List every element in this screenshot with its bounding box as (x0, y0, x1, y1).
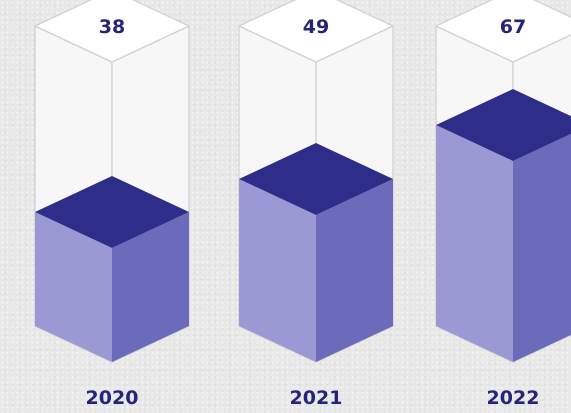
labels: 38 2020 49 2021 67 2022 (86, 16, 540, 409)
bar-2021 (239, 143, 393, 362)
value-label: 38 (99, 16, 125, 38)
bar-right-face (112, 212, 189, 362)
bar-2020 (35, 176, 189, 362)
bar-left-face (35, 212, 112, 362)
bar-2022 (436, 89, 571, 362)
category-label: 2020 (86, 387, 139, 409)
bar-left-face (239, 179, 316, 362)
bar-top-face (239, 143, 393, 215)
bar-left-face (436, 125, 513, 362)
bar-top-face (436, 89, 571, 161)
ghost-top-face (435, 0, 571, 63)
category-label: 2021 (290, 387, 343, 409)
value-label: 67 (500, 16, 526, 38)
ghost-top-face (238, 0, 394, 63)
bars (35, 89, 571, 362)
bar-right-face (513, 133, 571, 362)
value-label: 49 (303, 16, 329, 38)
bar-right-face (316, 179, 393, 362)
ghost-top-face (34, 0, 190, 63)
bar-top-face (35, 176, 189, 248)
category-label: 2022 (487, 387, 540, 409)
